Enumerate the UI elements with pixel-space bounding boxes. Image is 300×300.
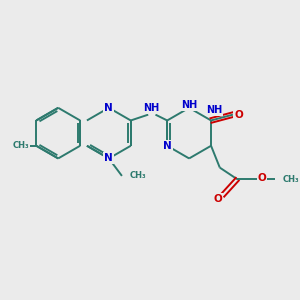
Text: O: O [213, 194, 222, 204]
Text: NH: NH [181, 100, 197, 110]
Text: CH₃: CH₃ [282, 175, 299, 184]
Text: NH: NH [206, 105, 222, 115]
Text: N: N [104, 103, 113, 113]
Text: N: N [163, 141, 172, 151]
Text: NH: NH [144, 103, 160, 113]
Text: O: O [258, 173, 266, 183]
Text: O: O [234, 110, 243, 120]
Text: N: N [104, 153, 113, 164]
Text: CH₃: CH₃ [12, 141, 29, 150]
Text: CH₃: CH₃ [129, 171, 146, 180]
